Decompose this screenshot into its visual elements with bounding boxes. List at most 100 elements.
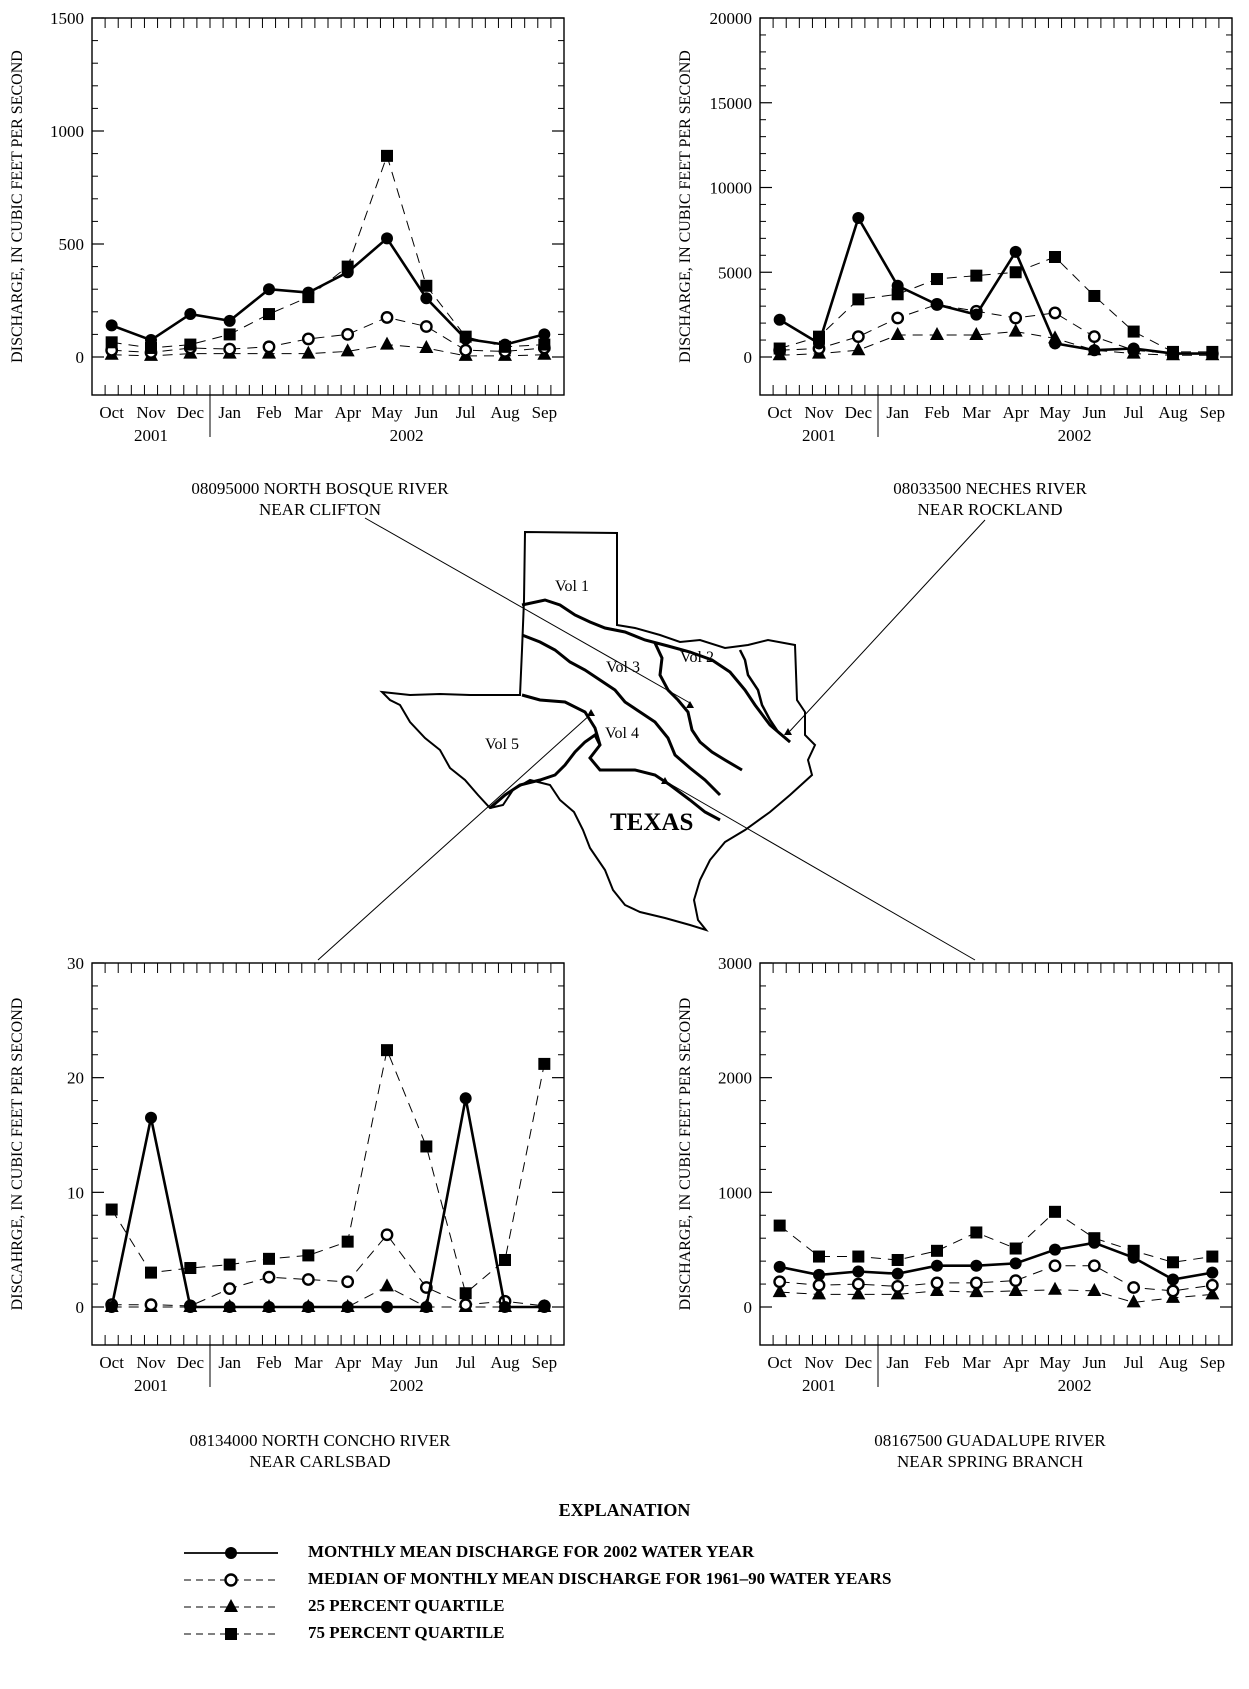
vol3-label: Vol 3 (606, 659, 640, 676)
series-median-1961-90 (773, 1259, 1219, 1298)
legend-title: EXPLANATION (558, 1500, 691, 1520)
series-mean-2002 (105, 1092, 551, 1313)
data-point-q75 (852, 293, 865, 306)
x-tick-label: Nov (804, 1353, 834, 1372)
series-q25 (772, 1281, 1220, 1308)
x-tick-label: Sep (532, 1353, 558, 1372)
data-point-q25 (930, 326, 944, 340)
series-q75 (105, 149, 551, 354)
data-point-q25 (1087, 1282, 1102, 1296)
series-line (111, 1285, 545, 1308)
y-tick-label: 3000 (718, 954, 752, 973)
x-tick-label: Apr (1002, 1353, 1029, 1372)
x-tick-label: Dec (177, 1353, 205, 1372)
data-point-median (930, 1276, 944, 1290)
data-point-median (1048, 306, 1062, 320)
data-point-mean (1167, 1273, 1179, 1286)
leader-north-bosque (364, 517, 691, 704)
caption-north-concho: 08134000 NORTH CONCHO RIVER NEAR CARLSBA… (130, 1430, 510, 1472)
x-tick-label: May (1039, 1353, 1071, 1372)
data-point-mean (1127, 1251, 1140, 1264)
x-tick-label: Nov (136, 403, 166, 422)
x-tick-label: Aug (490, 1353, 520, 1372)
series-line (111, 344, 545, 357)
x-minor-ticks (759, 18, 1233, 395)
data-point-q75 (970, 1226, 983, 1239)
series-line (111, 236, 545, 346)
plot-frame (91, 962, 565, 1346)
y-tick-label: 10 (67, 1183, 84, 1202)
y-axis-label: DISCHARGE, IN CUBIC FEET PER SECOND (9, 50, 26, 363)
chart-north-concho: 0 10 20 30 DISCAHRGE, IN CUBIC FEET PER SECO… (9, 954, 565, 1395)
data-point-median (341, 1275, 355, 1289)
y-tick-label: 1500 (50, 9, 84, 28)
data-point-mean (341, 266, 354, 279)
data-point-q75 (538, 1057, 551, 1070)
series-median-1961-90 (105, 1228, 551, 1313)
data-point-mean (1206, 347, 1219, 360)
data-point-median (223, 1282, 237, 1296)
data-point-median (144, 1298, 158, 1312)
plot-frame (91, 17, 565, 396)
series-line (778, 214, 1213, 355)
data-point-mean (145, 1111, 157, 1124)
data-point-q75 (773, 342, 786, 355)
plot-frame (759, 962, 1233, 1346)
data-point-median (1205, 1278, 1219, 1292)
data-point-q75 (1049, 250, 1061, 263)
basin-boundary-1 (521, 598, 791, 744)
x-tick-label: Sep (1200, 1353, 1226, 1372)
data-point-q75 (813, 1250, 825, 1263)
x-tick-label: Sep (532, 403, 558, 422)
data-point-mean (145, 334, 157, 347)
data-point-q75 (420, 1140, 433, 1153)
x-tick-label: Aug (1158, 1353, 1188, 1372)
series-q75 (773, 250, 1219, 358)
y-tick-label: 0 (76, 348, 85, 367)
data-point-median (459, 1298, 473, 1312)
data-point-mean (1167, 347, 1179, 360)
station-marker-north-bosque (686, 701, 694, 708)
data-point-mean (381, 1301, 393, 1313)
data-point-mean (223, 1301, 236, 1313)
year-label: 2001 (802, 1376, 836, 1395)
data-point-q75 (1167, 1256, 1179, 1269)
y-tick-label: 5000 (718, 263, 752, 282)
data-point-median (773, 1275, 787, 1289)
x-tick-label: Jan (886, 1353, 909, 1372)
data-point-q75 (1009, 266, 1022, 279)
x-tick-label: Jan (218, 403, 241, 422)
x-minor-ticks (91, 18, 565, 395)
data-point-median (969, 1276, 983, 1290)
caption-line: 08134000 NORTH CONCHO RIVER (189, 1431, 451, 1450)
legend-symbol-q25 (184, 1599, 278, 1612)
caption-neches: 08033500 NECHES RIVER NEAR ROCKLAND (810, 478, 1170, 520)
data-point-q75 (1088, 289, 1101, 302)
data-point-q75 (105, 1203, 118, 1216)
x-tick-label: Oct (99, 403, 124, 422)
data-point-q75 (184, 338, 197, 351)
data-point-mean (420, 292, 433, 305)
data-point-q75 (1009, 1242, 1022, 1255)
year-label: 2002 (1058, 426, 1092, 445)
legend-symbol-q75 (184, 1628, 278, 1640)
series-line (111, 316, 545, 354)
x-tick-label: Aug (1158, 403, 1188, 422)
series-line (779, 256, 1213, 353)
y-tick-label: 0 (744, 1298, 753, 1317)
data-point-median (419, 320, 433, 333)
series-line (779, 1211, 1213, 1263)
data-point-mean (302, 1301, 315, 1313)
x-tick-label: Nov (804, 403, 834, 422)
y-tick-label: 10000 (710, 179, 753, 198)
x-minor-ticks (91, 963, 565, 1345)
x-minor-ticks (759, 963, 1233, 1345)
x-tick-label: Feb (924, 1353, 950, 1372)
data-point-q75 (223, 328, 236, 341)
data-point-mean (184, 1301, 197, 1313)
texas-map: Vol 1 Vol 2 Vol 3 Vol 4 Vol 5 TEXAS (317, 517, 986, 961)
x-tick-label: Jun (1083, 403, 1107, 422)
data-point-mean (773, 313, 786, 326)
x-tick-label: Feb (256, 403, 282, 422)
